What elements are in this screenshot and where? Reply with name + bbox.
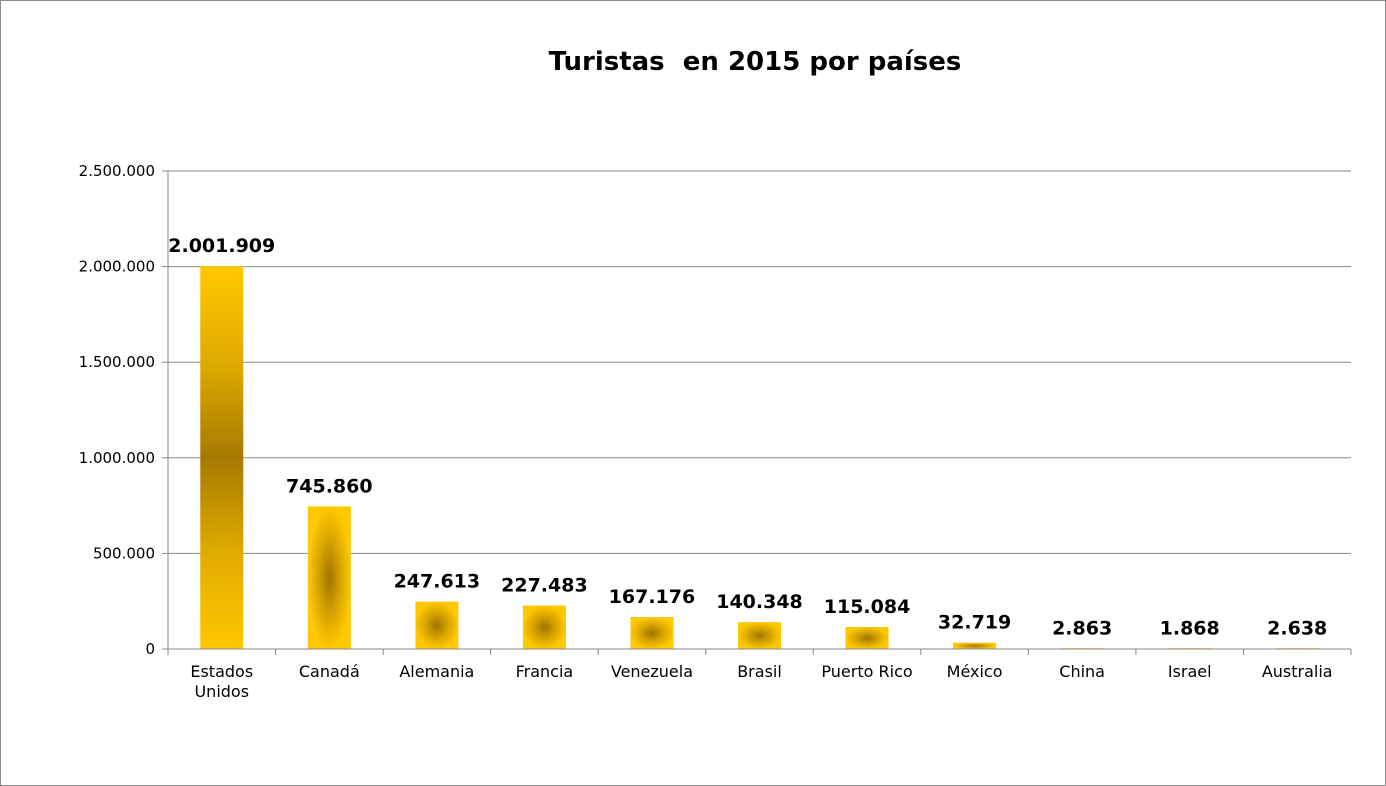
data-label: 167.176: [609, 586, 696, 608]
data-label: 227.483: [501, 575, 588, 597]
x-category-label: Canadá: [299, 662, 360, 681]
data-label: 2.638: [1267, 617, 1327, 639]
data-label: 140.348: [716, 591, 803, 613]
bar: [845, 626, 889, 649]
x-category-label: Estados: [190, 662, 253, 681]
x-category-label: México: [947, 662, 1003, 681]
x-category-label: Brasil: [737, 662, 782, 681]
bar: [307, 506, 351, 649]
bar: [953, 642, 997, 649]
data-label: 247.613: [394, 571, 481, 593]
data-label: 2.001.909: [168, 235, 275, 257]
x-category-label: Alemania: [399, 662, 474, 681]
x-category-label: Australia: [1262, 662, 1333, 681]
data-label: 1.868: [1160, 618, 1220, 640]
x-category-label: Unidos: [194, 682, 249, 701]
data-label: 115.084: [824, 596, 911, 618]
y-tick-label: 1.000.000: [79, 449, 155, 467]
bar: [522, 605, 566, 649]
chart-title: Turistas en 2015 por países: [548, 47, 962, 77]
y-tick-label: 2.500.000: [79, 162, 155, 180]
bar: [738, 622, 781, 649]
x-category-label: Venezuela: [611, 662, 693, 681]
x-category-label: Israel: [1168, 662, 1212, 681]
data-label: 2.863: [1052, 617, 1112, 639]
y-tick-label: 2.000.000: [79, 258, 155, 276]
bar: [630, 617, 674, 649]
y-tick-label: 500.000: [93, 544, 155, 562]
y-tick-label: 1.500.000: [79, 353, 155, 371]
data-label: 745.860: [286, 475, 373, 497]
data-label: 32.719: [938, 612, 1011, 634]
x-category-label: Francia: [516, 662, 574, 681]
x-category-label: China: [1059, 662, 1105, 681]
bar: [415, 601, 459, 649]
x-category-label: Puerto Rico: [821, 662, 912, 681]
bar: [200, 266, 244, 649]
y-tick-label: 0: [145, 640, 155, 658]
